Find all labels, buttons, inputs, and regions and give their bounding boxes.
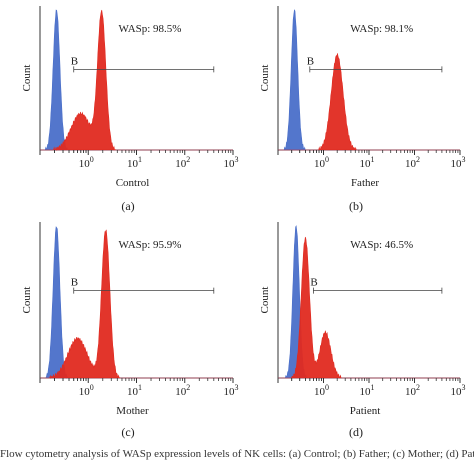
x-tick-label: 100 [314,155,329,170]
panel-letter: (a) [121,199,134,213]
histogram-panel: 100 101 102 103 Patient Count B WASp: 46.5% (d) [259,222,466,439]
x-tick-label: 103 [224,155,239,170]
figure-caption: Flow cytometry analysis of WASp expressi… [0,448,474,460]
x-tick-label: 102 [175,383,190,398]
x-axis-label: Mother [116,405,149,417]
x-tick-label: 102 [175,155,190,170]
y-axis-label: Count [259,65,271,92]
wasp-histogram [278,236,460,379]
gate-label: B [71,55,78,67]
x-axis-label: Patient [350,405,381,417]
x-tick-label: 101 [360,383,375,398]
wasp-percentage-label: WASp: 46.5% [350,239,413,251]
x-tick-label: 101 [360,155,375,170]
panel-letter: (d) [349,425,363,439]
x-tick-label: 103 [451,383,466,398]
x-tick-label: 100 [79,383,94,398]
histogram-panel: 100 101 102 103 Control Count B WASp: 98.5% (a) [21,6,239,213]
wasp-percentage-label: WASp: 95.9% [119,239,182,251]
gate-label: B [310,277,317,289]
panel-letter: (c) [121,425,134,439]
histogram-panel: 100 101 102 103 Mother Count B WASp: 95.9% (c) [21,222,239,439]
x-tick-label: 103 [224,383,239,398]
x-tick-label: 102 [405,383,420,398]
gate-label: B [307,55,314,67]
wasp-histogram [278,53,460,152]
panel-letter: (b) [349,199,363,213]
x-tick-label: 103 [451,155,466,170]
wasp-percentage-label: WASp: 98.1% [350,23,413,35]
x-tick-label: 101 [127,155,142,170]
x-tick-label: 100 [79,155,94,170]
histogram-panel: 100 101 102 103 Father Count B WASp: 98.1% (b) [259,6,466,213]
wasp-percentage-label: WASp: 98.5% [119,23,182,35]
x-axis-label: Father [351,177,379,189]
y-axis-label: Count [21,65,33,92]
x-tick-label: 100 [314,383,329,398]
wasp-histogram [40,229,233,379]
y-axis-label: Count [21,287,33,314]
x-tick-label: 101 [127,383,142,398]
y-axis-label: Count [259,287,271,314]
x-axis-label: Control [116,177,150,189]
gate-label: B [71,277,78,289]
x-tick-label: 102 [405,155,420,170]
